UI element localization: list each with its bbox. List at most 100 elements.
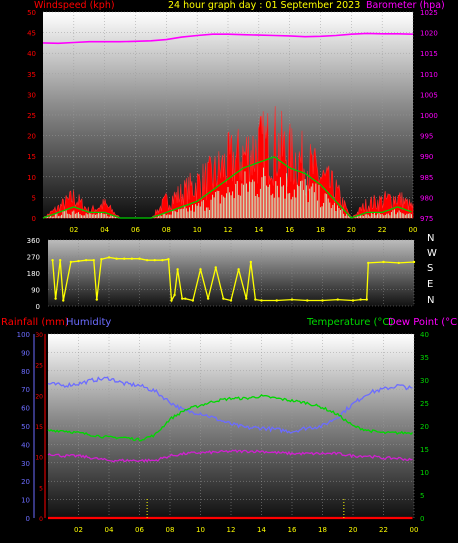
temperature-tick: 25 [420,400,429,408]
direction-tick: 90 [31,287,40,295]
temperature-tick: 30 [420,377,429,385]
humidity-tick: 90 [21,349,30,357]
windspeed-tick: 35 [27,71,36,79]
time-tick: 00 [410,526,419,534]
barometer-tick: 995 [420,133,433,141]
barometer-axis-label: Barometer (hpa) [366,0,445,11]
direction-point [229,299,233,302]
series-line-temp [47,449,413,463]
rainfall-tick: 25 [35,363,43,370]
time-tick: 04 [105,526,114,534]
windspeed-tick: 20 [27,133,36,141]
barometer-tick: 1015 [420,50,438,58]
time-tick: 06 [135,526,144,534]
time-tick: 18 [318,526,327,534]
direction-point [397,261,400,265]
direction-point [184,297,187,300]
humidity-tick: 0 [26,515,30,523]
dewpoint-axis-label: Dew Point (°C) [388,317,458,328]
direction-point [145,258,149,262]
direction-point [51,258,54,262]
direction-point [321,299,324,302]
humidity-tick: 50 [21,423,30,431]
time-tick: 12 [227,526,236,534]
direction-point [59,258,62,262]
time-tick: 00 [409,226,418,234]
temperature-tick: 20 [420,423,429,431]
direction-point [206,297,210,300]
direction-point [153,258,156,262]
barometer-tick: 1000 [420,112,438,120]
direction-point [245,297,248,300]
rainfall-tick: 5 [39,485,43,492]
time-tick: 14 [254,226,263,234]
direction-point [100,258,103,261]
temperature-tick: 15 [420,446,429,454]
temp-time-axis: 02 04 06 08 10 12 14 16 18 20 22 00 [74,526,418,534]
humidity-tick: 20 [21,478,30,486]
rainfall-tick: 30 [35,332,43,339]
direction-point [176,268,179,271]
series-line-humidity [47,376,413,434]
series-line-temp [47,394,413,442]
direction-point [107,256,111,259]
temperature-axis: 0 5 10 15 20 25 30 35 40 [420,331,429,523]
direction-point [382,260,385,264]
barometer-tick: 990 [420,153,433,161]
direction-point [173,293,176,297]
direction-point [54,297,57,300]
time-tick: 08 [166,526,175,534]
direction-tick: 180 [27,270,40,278]
direction-point [123,257,126,260]
rainfall-tick: 10 [35,455,43,462]
direction-point [306,299,309,302]
rainfall-tick: 0 [39,516,43,523]
direction-point [130,257,134,260]
direction-point [336,298,339,301]
time-tick: 10 [196,526,205,534]
direction-point [92,258,95,262]
windspeed-tick: 10 [27,174,36,182]
barometer-tick: 985 [420,174,433,182]
direction-point [161,258,164,262]
direction-point [254,298,257,301]
windspeed-tick: 30 [27,91,36,99]
temperature-tick: 0 [420,515,424,523]
temperature-humidity-panel: 0 10 20 30 40 50 60 70 80 90 100 0 5 10 15 20 25 30 0 5 10… [1,317,458,534]
rainfall-tick: 20 [35,393,43,400]
windspeed-axis-label: Windspeed (kph) [34,0,115,11]
windspeed-tick: 40 [27,50,36,58]
humidity-tick: 60 [21,405,30,413]
barometer-tick: 980 [420,194,433,202]
direction-point [115,257,118,260]
barometer-tick: 1005 [420,91,438,99]
direction-point [260,299,263,302]
rainfall-tick: 15 [35,424,43,431]
direction-point [214,266,217,269]
temperature-tick: 40 [420,331,429,339]
temp-series [47,376,413,520]
chart-title: 24 hour graph day : 01 September 2023 [168,0,360,11]
direction-point [84,258,88,262]
direction-point [249,260,253,264]
barometer-tick: 1010 [420,71,438,79]
temp-grid [48,333,415,519]
compass-label: E [427,279,433,290]
humidity-tick: 80 [21,368,30,376]
windspeed-tick: 15 [27,153,36,161]
direction-point [237,268,240,271]
time-tick: 16 [285,226,294,234]
direction-point [365,298,368,301]
direction-point [167,258,170,261]
direction-point [412,260,416,264]
temperature-axis-label: Temperature (°C) [306,317,393,328]
time-tick: 14 [257,526,266,534]
barometer-axis: 975 980 985 990 995 1000 1005 1010 1015 1020 1025 [420,9,438,223]
humidity-tick: 40 [21,441,30,449]
time-tick: 10 [193,226,202,234]
direction-point [367,261,370,265]
compass-label: W [427,248,437,259]
time-tick: 20 [349,526,358,534]
